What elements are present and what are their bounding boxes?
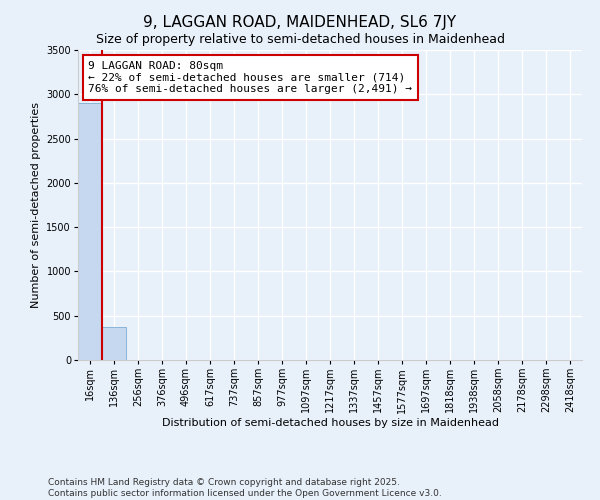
Text: Size of property relative to semi-detached houses in Maidenhead: Size of property relative to semi-detach… [95, 32, 505, 46]
X-axis label: Distribution of semi-detached houses by size in Maidenhead: Distribution of semi-detached houses by … [161, 418, 499, 428]
Text: Contains HM Land Registry data © Crown copyright and database right 2025.
Contai: Contains HM Land Registry data © Crown c… [48, 478, 442, 498]
Bar [78, 103, 102, 360]
Text: 9, LAGGAN ROAD, MAIDENHEAD, SL6 7JY: 9, LAGGAN ROAD, MAIDENHEAD, SL6 7JY [143, 15, 457, 30]
Bar [102, 327, 126, 360]
Text: 9 LAGGAN ROAD: 80sqm
← 22% of semi-detached houses are smaller (714)
76% of semi: 9 LAGGAN ROAD: 80sqm ← 22% of semi-detac… [88, 61, 412, 94]
Y-axis label: Number of semi-detached properties: Number of semi-detached properties [31, 102, 41, 308]
